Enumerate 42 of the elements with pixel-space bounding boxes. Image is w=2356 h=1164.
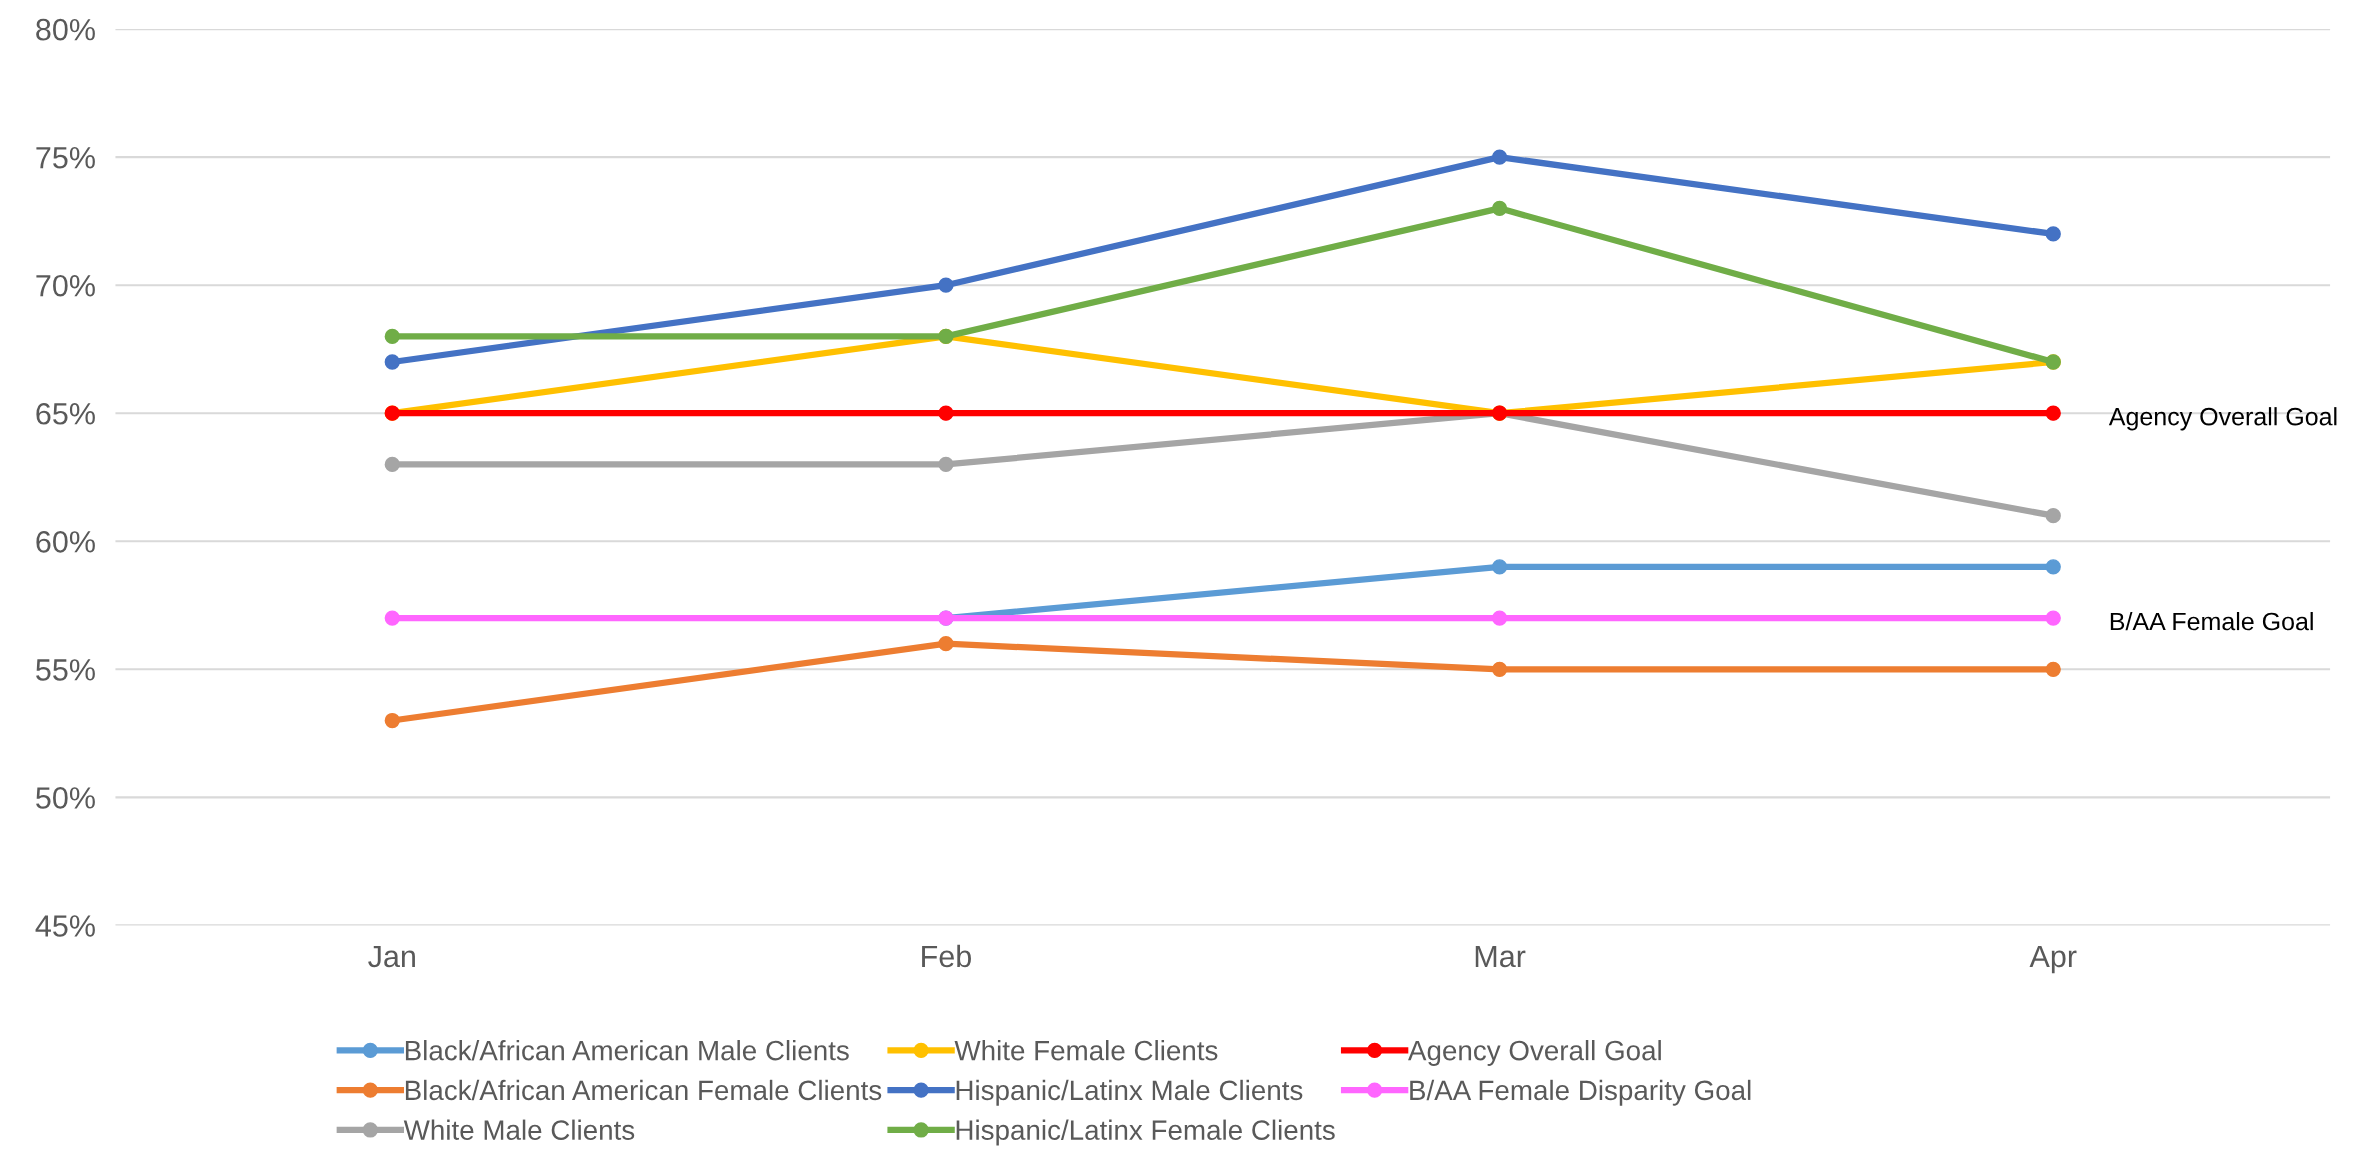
x-tick-label: Apr <box>2029 945 2077 974</box>
legend-label: Black/African American Female Clients <box>405 1079 882 1101</box>
x-tick-label: Feb <box>922 944 971 968</box>
x-tick-label: Jan <box>368 945 415 968</box>
y-tick-label: 55% <box>36 659 95 681</box>
point <box>384 328 400 345</box>
point <box>938 456 954 473</box>
y-tick-label: 50% <box>36 787 95 809</box>
point <box>2045 508 2061 524</box>
legend-label: Hispanic/Latinx Female Clients <box>956 1119 1335 1146</box>
legend-label: Black/African American Male Clients <box>405 1040 849 1061</box>
x-tick-label: Mar <box>1475 945 1526 968</box>
y-tick-label: 75% <box>36 147 95 169</box>
point <box>2045 405 2061 421</box>
legend-label: White Male Clients <box>403 1119 635 1140</box>
point <box>384 610 400 626</box>
point <box>1491 200 1508 216</box>
point <box>2045 610 2061 626</box>
point <box>384 456 400 473</box>
point <box>1491 610 1508 626</box>
y-tick-label: 65% <box>36 402 95 425</box>
point <box>2045 559 2061 575</box>
annotation: B/AA Female Goal <box>2110 611 2313 631</box>
point <box>1491 149 1508 165</box>
point <box>938 405 954 421</box>
legend-label: White Female Clients <box>954 1040 1218 1061</box>
point <box>384 712 400 729</box>
y-tick-label: 45% <box>35 915 95 937</box>
y-tick-label: 80% <box>36 18 95 41</box>
point <box>384 354 400 370</box>
legend-label: B/AA Female Disparity Goal <box>1410 1079 1751 1106</box>
point <box>2045 226 2061 242</box>
point <box>938 636 954 652</box>
y-tick-label: 70% <box>36 274 95 297</box>
legend-label: Hispanic/Latinx Male Clients <box>956 1079 1303 1106</box>
legend-label: Agency Overall Goal <box>1408 1040 1661 1066</box>
point <box>1491 559 1508 575</box>
point <box>938 277 954 293</box>
y-tick-label: 60% <box>36 531 95 553</box>
point <box>1491 661 1508 677</box>
annotation: Agency Overall Goal <box>2108 407 2337 431</box>
point <box>2045 661 2061 677</box>
